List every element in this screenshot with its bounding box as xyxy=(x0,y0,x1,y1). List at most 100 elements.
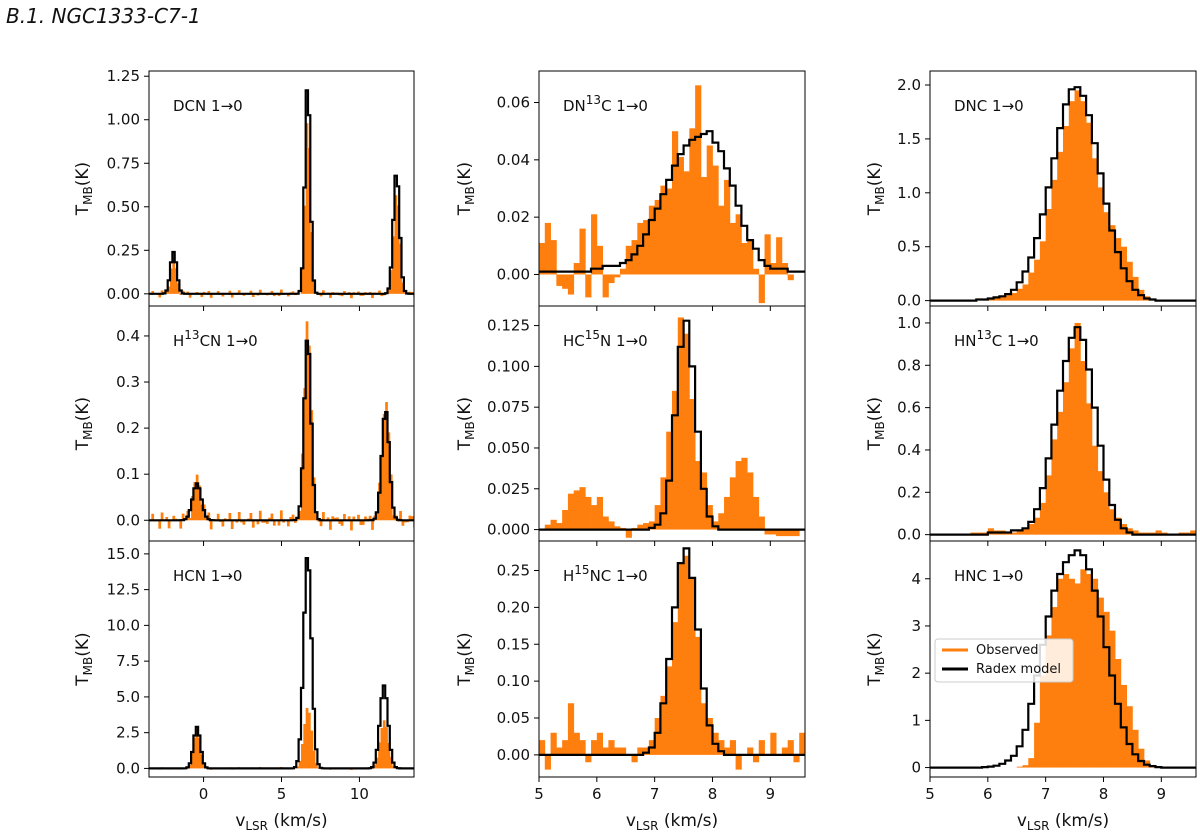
y-tick-label: 1.0 xyxy=(897,314,921,332)
observed-bar xyxy=(602,516,609,530)
observed-bar xyxy=(216,513,220,521)
observed-bar xyxy=(1063,125,1070,301)
observed-bar xyxy=(357,291,360,294)
observed-bar xyxy=(993,297,1000,301)
observed-bar xyxy=(1022,284,1029,301)
observed-bar xyxy=(373,764,377,769)
observed-bar xyxy=(562,740,569,755)
y-tick-label: 0.075 xyxy=(487,398,530,416)
y-axis-label: TMB(K) xyxy=(73,397,95,451)
line-label-hcn: HCN 1→0 xyxy=(173,567,242,585)
y-tick-label: 15.0 xyxy=(107,545,140,563)
observed-bar xyxy=(596,732,604,755)
observed-bar xyxy=(165,516,169,521)
observed-bar xyxy=(221,293,225,297)
observed-bar xyxy=(305,123,309,294)
plot-area-dcn xyxy=(149,89,414,299)
observed-bar xyxy=(1068,348,1075,535)
observed-bar xyxy=(648,205,656,275)
observed-bar xyxy=(1034,259,1041,301)
observed-bar xyxy=(614,526,621,530)
observed-bar xyxy=(1103,611,1110,768)
observed-bar xyxy=(319,520,323,527)
y-tick-label: 0.00 xyxy=(107,285,140,303)
legend-box xyxy=(934,638,1074,683)
observed-bar xyxy=(375,512,379,521)
y-tick-label: 0.050 xyxy=(487,439,530,457)
observed-bar xyxy=(158,520,162,529)
observed-bar xyxy=(660,477,667,530)
observed-bar xyxy=(614,747,621,755)
observed-bar xyxy=(1039,502,1047,535)
legend-label-observed: Observed xyxy=(976,643,1039,658)
x-tick-label: 0 xyxy=(199,785,209,803)
y-tick-label: 0.10 xyxy=(497,672,530,690)
y-axis-label: TMB(K) xyxy=(455,162,477,216)
observed-bar xyxy=(1068,101,1075,301)
observed-bar xyxy=(752,754,760,763)
observed-bar xyxy=(237,290,241,294)
observed-bar xyxy=(544,524,551,530)
observed-bar xyxy=(1132,729,1139,768)
observed-bar xyxy=(396,205,400,294)
observed-bar xyxy=(371,768,374,770)
observed-bar xyxy=(1045,208,1052,301)
y-tick-label: 0.0 xyxy=(897,292,921,310)
observed-bar xyxy=(550,519,557,530)
observed-bar xyxy=(170,268,173,294)
observed-bar xyxy=(382,413,386,521)
observed-bar xyxy=(300,268,304,294)
observed-bar xyxy=(637,222,644,275)
y-tick-label: 10.0 xyxy=(107,616,140,634)
observed-bar xyxy=(614,274,621,278)
observed-bar xyxy=(706,145,713,275)
observed-bar xyxy=(350,293,353,299)
observed-bar xyxy=(298,510,302,521)
observed-bar xyxy=(544,754,551,770)
observed-bar xyxy=(186,291,190,294)
plot-area-hc15n xyxy=(539,317,805,538)
observed-bar xyxy=(1057,411,1064,535)
observed-bar xyxy=(654,505,661,530)
observed-bar xyxy=(643,220,650,275)
observed-bar xyxy=(1155,530,1162,535)
observed-bar xyxy=(1103,212,1110,301)
observed-bar xyxy=(1034,517,1041,535)
observed-bar xyxy=(167,286,171,294)
observed-bar xyxy=(303,205,307,294)
observed-bar xyxy=(631,240,638,275)
observed-bar xyxy=(539,740,546,755)
y-tick-label: 5.0 xyxy=(116,688,140,706)
observed-bar xyxy=(660,695,667,755)
observed-bar xyxy=(350,520,353,531)
observed-bar xyxy=(556,747,563,755)
y-tick-label: 0.00 xyxy=(497,265,530,283)
plot-area-hcn xyxy=(149,557,414,770)
line-label-dnc: DNC 1→0 xyxy=(954,97,1024,115)
observed-bar xyxy=(729,740,737,755)
observed-bar xyxy=(265,520,269,524)
observed-bar xyxy=(712,165,719,275)
observed-bar xyxy=(228,512,232,521)
observed-bar xyxy=(336,517,339,521)
observed-bar xyxy=(385,402,388,521)
observed-bar xyxy=(375,757,379,769)
observed-bar xyxy=(666,188,673,275)
observed-bar xyxy=(286,520,290,527)
observed-bar xyxy=(637,747,644,755)
x-tick-label: 8 xyxy=(708,785,718,803)
observed-bar xyxy=(1063,382,1070,535)
observed-bar xyxy=(718,513,725,530)
observed-bar xyxy=(1074,90,1081,301)
observed-bar xyxy=(347,516,351,521)
line-label-dn13c: DN13C 1→0 xyxy=(563,93,648,115)
observed-bar xyxy=(387,742,391,769)
observed-bar xyxy=(165,289,169,294)
observed-bar xyxy=(322,512,325,521)
observed-bar xyxy=(151,513,155,521)
observed-bar xyxy=(758,274,765,304)
y-tick-label: 0.4 xyxy=(897,441,921,459)
observed-bar xyxy=(729,222,737,275)
observed-bar xyxy=(263,520,267,523)
y-tick-label: 0.05 xyxy=(497,709,530,727)
